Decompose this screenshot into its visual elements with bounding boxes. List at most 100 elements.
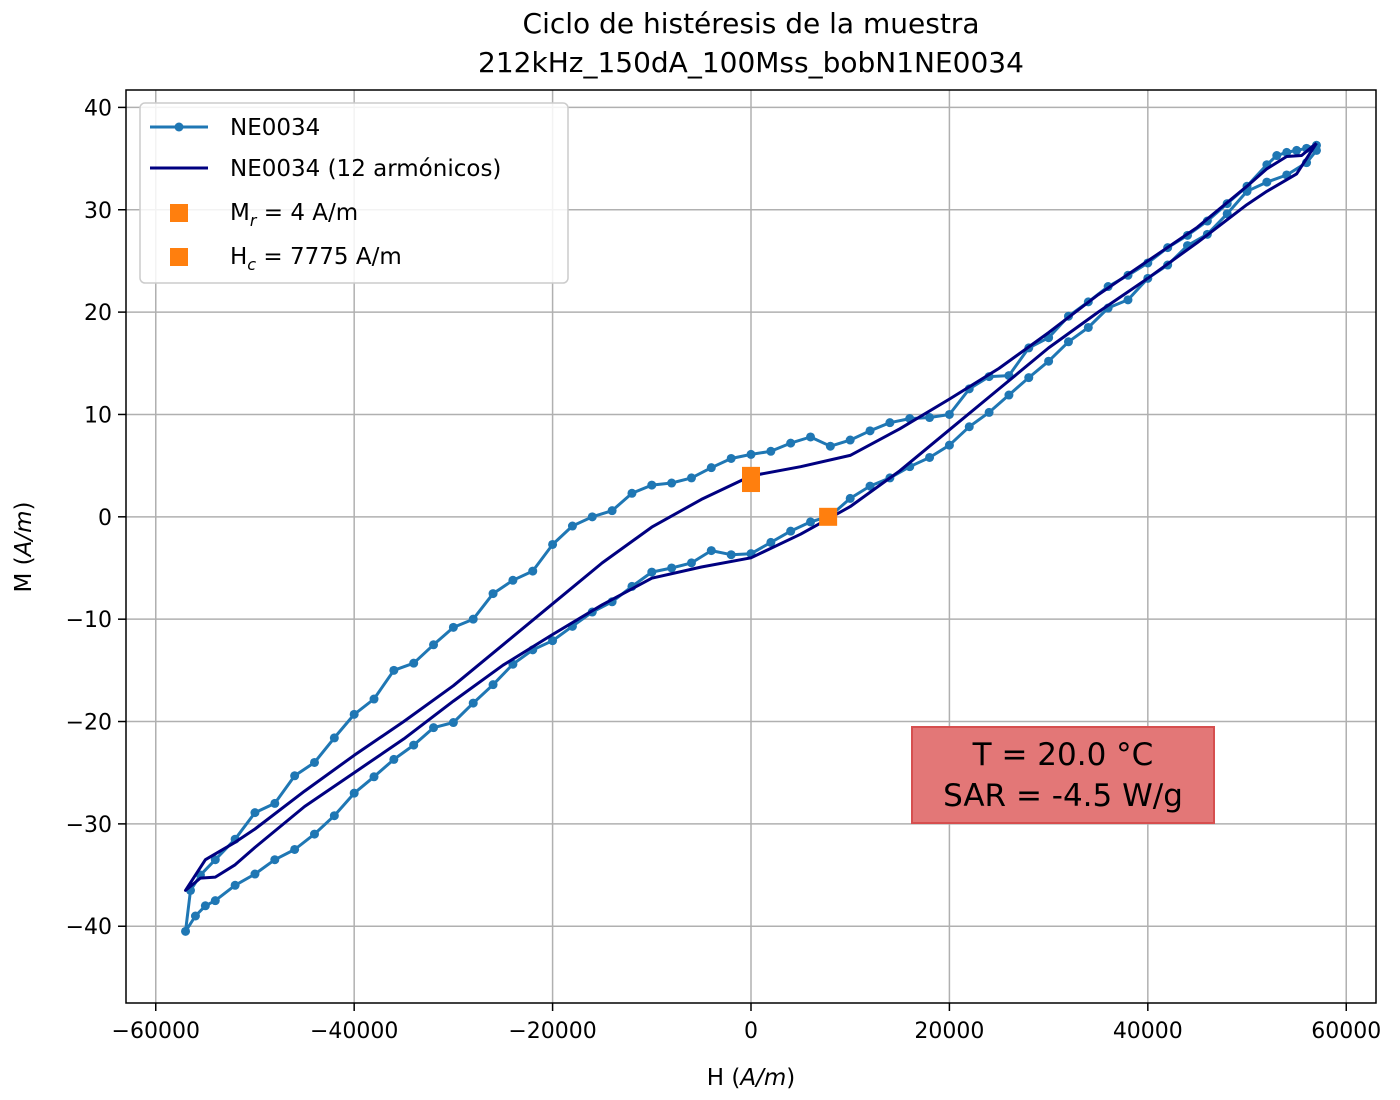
y-tick-label: −20 [66,711,112,736]
x-tick-label: 20000 [914,1019,984,1044]
series-measured-point [746,449,756,459]
y-tick-label: 30 [84,199,112,224]
series-measured-point [488,680,498,690]
series-measured-point [925,413,935,423]
x-tick-label: −60000 [112,1019,200,1044]
series-measured-point [1024,373,1034,383]
legend-swatch-coercivity [170,248,188,266]
series-measured-point [200,901,210,911]
legend-label-measured: NE0034 [230,115,320,141]
series-measured-point [190,911,200,921]
grid-lines [126,90,1376,1003]
x-axis-title: H (A/m) [707,1065,795,1091]
y-tick-label: −30 [66,813,112,838]
series-measured-point [627,488,637,498]
series-measured-point [845,493,855,503]
series-measured-point [1083,322,1093,332]
x-axis-ticks: −60000 −40000 −20000 0 20000 40000 60000 [112,1003,1381,1044]
series-measured-point [409,740,419,750]
series-measured-point [944,440,954,450]
series-measured-point [448,622,458,632]
series-measured-point [329,733,339,743]
series-measured-point [567,521,577,531]
series-measured-point [587,512,597,522]
x-axis-title-main: H ( [707,1065,741,1091]
series-measured-point [548,636,558,646]
series-measured-point [389,754,399,764]
x-tick-label: 40000 [1113,1019,1183,1044]
info-annotation-box [911,726,1215,824]
series-measured-point [667,563,677,573]
series-measured-point [1044,356,1054,366]
plot-area [125,89,1377,1004]
series-fit-line [184,142,1318,892]
legend-label-remanence-base: M [230,200,250,226]
series-measured-point [1063,337,1073,347]
legend-label-coercivity: Hc = 7775 A/m [230,244,402,274]
legend-label-coercivity-rest: = 7775 A/m [256,244,402,270]
y-tick-label: −40 [66,915,112,940]
series-measured-point [726,453,736,463]
y-tick-label: 40 [84,96,112,121]
series-measured-point [488,589,498,599]
series-measured-point [806,432,816,442]
series-measured-point [1222,209,1232,219]
y-tick-label: −10 [66,608,112,633]
series-measured-point [369,772,379,782]
legend-swatch-measured-marker [174,122,184,132]
x-axis-title-close: ) [786,1065,795,1091]
legend-label-fit: NE0034 (12 armónicos) [230,156,501,182]
series-measured-point [706,546,716,556]
legend: NE0034 NE0034 (12 armónicos) Mr = 4 A/m … [139,102,569,284]
x-tick-label: −20000 [508,1019,596,1044]
series-measured-point [210,896,220,906]
series-measured-point [181,926,191,936]
series-measured-point [270,798,280,808]
series-measured-point [508,575,518,585]
series-measured-point [925,452,935,462]
series-measured-point [865,481,875,491]
series-measured-point [369,694,379,704]
series-measured-point [865,426,875,436]
y-axis-title: M (A/m) [11,501,37,592]
series-measured-point [389,665,399,675]
series-measured-point [429,723,439,733]
series-measured-point [607,506,617,516]
series-measured-point [250,869,260,879]
series-measured-point [766,446,776,456]
series-measured-point [468,698,478,708]
y-tick-label: 10 [84,403,112,428]
series-measured-point [984,407,994,417]
y-axis-title-main: M ( [11,556,37,592]
coercivity-marker [819,507,838,526]
legend-label-remanence-rest: = 4 A/m [256,200,358,226]
chart-title-line-1: Ciclo de histéresis de la muestra [523,7,980,40]
series-measured-point [686,558,696,568]
series-measured-point [1262,177,1272,187]
legend-label-remanence: Mr = 4 A/m [230,200,358,230]
series-measured-point [647,480,657,490]
series-measured-point [250,808,260,818]
series-measured-point [309,757,319,767]
series-measured-point [1292,145,1302,155]
y-axis-title-close: ) [11,501,37,510]
series-measured-point [667,478,677,488]
chart-title-line-2: 212kHz_150dA_100Mss_bobN1NE0034 [478,46,1024,79]
legend-label-coercivity-sub: c [247,255,256,274]
legend-frame [139,102,569,284]
series-measured-point [230,880,240,890]
y-tick-label: 0 [98,506,112,531]
x-tick-label: 60000 [1311,1019,1381,1044]
series-measured-point [944,409,954,419]
y-tick-label: 20 [84,301,112,326]
remanence-marker [742,474,760,493]
series-measured-point [806,517,816,527]
series-measured-point [706,463,716,473]
series-measured-point [786,438,796,448]
sar-label: SAR = -4.5 W/g [943,778,1183,814]
series-measured-point [349,788,359,798]
series-measured-point [1272,151,1282,161]
x-tick-label: 0 [744,1019,758,1044]
legend-label-coercivity-base: H [230,244,247,270]
